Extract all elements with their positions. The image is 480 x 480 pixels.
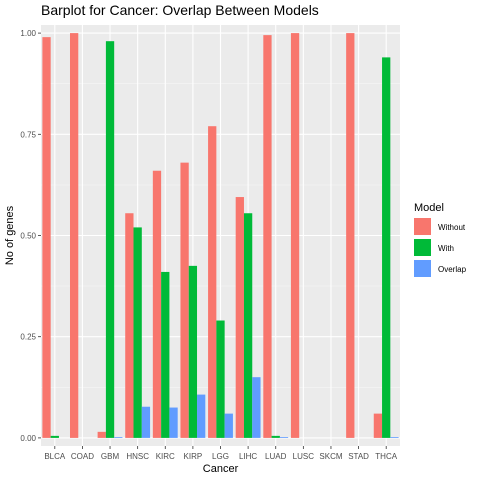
x-tick-label: LUSC (293, 452, 315, 461)
bar-without-lgg (208, 126, 217, 438)
legend-key-overlap (414, 260, 431, 277)
bar-with-blca (50, 435, 59, 438)
legend: Model Without With Overlap (414, 202, 467, 277)
bar-without-blca (42, 37, 51, 438)
bar-without-lihc (235, 197, 244, 438)
bar-without-kirp (180, 162, 189, 438)
legend-title: Model (414, 202, 444, 214)
bar-overlap-luad (279, 437, 289, 438)
x-tick-label: LIHC (239, 452, 257, 461)
bar-without-gbm (97, 431, 106, 438)
y-tick-label: 0.75 (20, 130, 36, 139)
x-tick-label: SKCM (319, 452, 342, 461)
bar-overlap-lihc (252, 377, 261, 438)
y-axis: 0.00 0.25 0.50 0.75 1.00 (20, 29, 41, 443)
bar-without-stad (346, 33, 355, 438)
x-tick-label: THCA (375, 452, 397, 461)
x-tick-label: KIRC (156, 452, 175, 461)
y-axis-title: No of genes (4, 205, 16, 265)
y-tick-label: 0.00 (20, 434, 36, 443)
bar-with-lihc (243, 213, 253, 438)
x-tick-label: GBM (101, 452, 120, 461)
bar-without-thca (373, 413, 383, 438)
x-tick-label: LUAD (265, 452, 287, 461)
bars-layer (42, 33, 399, 438)
y-tick-label: 0.25 (20, 333, 36, 342)
bar-with-hnsc (133, 227, 142, 438)
bar-overlap-thca (390, 437, 399, 438)
legend-label-without: Without (438, 223, 466, 232)
bar-overlap-kirp (197, 394, 206, 438)
x-axis: BLCA COAD GBM HNSC KIRC KIRP LGG LIHC LUAD LUSC SK… (44, 446, 398, 461)
y-tick-label: 0.50 (20, 232, 36, 241)
legend-key-with (414, 239, 431, 256)
bar-without-coad (69, 33, 79, 438)
legend-key-without (414, 218, 431, 235)
x-tick-label: COAD (71, 452, 94, 461)
x-tick-label: STAD (348, 452, 369, 461)
chart-title: Barplot for Cancer: Overlap Between Mode… (41, 2, 319, 18)
bar-with-lgg (216, 320, 225, 438)
bar-overlap-gbm (114, 437, 123, 438)
bar-with-thca (382, 57, 391, 438)
legend-label-with: With (438, 244, 454, 253)
bar-without-hnsc (125, 213, 134, 438)
bar-with-kirp (188, 265, 198, 438)
bar-without-luad (263, 35, 272, 438)
bar-without-kirc (152, 170, 162, 438)
bar-overlap-kirc (169, 407, 178, 438)
bar-with-luad (271, 435, 280, 438)
x-axis-title: Cancer (203, 463, 239, 475)
bar-with-kirc (161, 271, 170, 438)
bar-with-gbm (105, 41, 115, 438)
x-tick-label: HNSC (126, 452, 149, 461)
x-tick-label: LGG (212, 452, 229, 461)
bar-overlap-lgg (224, 413, 233, 438)
x-tick-label: KIRP (184, 452, 203, 461)
legend-label-overlap: Overlap (438, 265, 467, 274)
x-tick-label: BLCA (44, 452, 66, 461)
bar-without-lusc (290, 33, 300, 438)
y-tick-label: 1.00 (20, 29, 36, 38)
bar-overlap-hnsc (141, 406, 151, 438)
